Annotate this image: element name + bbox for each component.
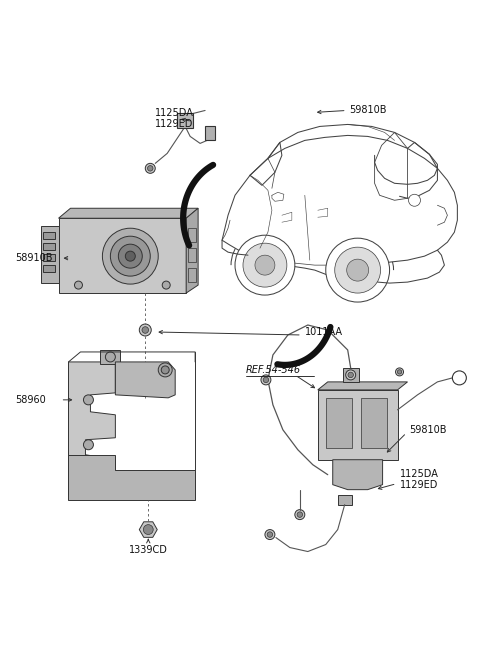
Text: 59810B: 59810B — [350, 106, 387, 116]
Polygon shape — [115, 362, 175, 398]
Circle shape — [158, 363, 172, 377]
Circle shape — [235, 235, 295, 295]
Circle shape — [74, 281, 83, 289]
Text: 58910B: 58910B — [16, 253, 53, 263]
Circle shape — [255, 255, 275, 275]
Circle shape — [346, 370, 356, 380]
Bar — [43, 254, 55, 261]
Text: 59810B: 59810B — [409, 425, 447, 435]
Text: 1125DA
1129ED: 1125DA 1129ED — [155, 108, 194, 129]
Circle shape — [335, 247, 381, 293]
Bar — [188, 248, 196, 262]
Polygon shape — [318, 382, 408, 390]
Bar — [205, 126, 215, 141]
Bar — [188, 228, 196, 242]
Circle shape — [119, 244, 142, 268]
Polygon shape — [139, 522, 157, 537]
Circle shape — [408, 194, 420, 206]
Polygon shape — [69, 362, 115, 495]
Circle shape — [396, 368, 404, 376]
Polygon shape — [318, 390, 397, 460]
Circle shape — [243, 243, 287, 287]
Polygon shape — [186, 208, 198, 293]
Text: 1339CD: 1339CD — [129, 545, 168, 555]
Circle shape — [144, 525, 153, 535]
Polygon shape — [59, 208, 198, 218]
Polygon shape — [59, 218, 186, 293]
Polygon shape — [69, 455, 195, 499]
Circle shape — [397, 370, 402, 374]
Bar — [43, 265, 55, 272]
Circle shape — [265, 530, 275, 539]
Text: 58960: 58960 — [16, 395, 47, 405]
Circle shape — [326, 238, 390, 302]
Circle shape — [267, 532, 273, 537]
Polygon shape — [222, 135, 457, 277]
Circle shape — [295, 510, 305, 520]
Circle shape — [161, 366, 169, 374]
Circle shape — [347, 259, 369, 281]
Circle shape — [139, 324, 151, 336]
Circle shape — [348, 372, 353, 378]
Circle shape — [125, 251, 135, 261]
Circle shape — [162, 281, 170, 289]
Bar — [43, 232, 55, 239]
Bar — [100, 350, 120, 364]
Text: 1125DA
1129ED: 1125DA 1129ED — [399, 469, 438, 491]
Polygon shape — [333, 460, 383, 489]
Circle shape — [261, 375, 271, 385]
Circle shape — [102, 228, 158, 284]
Text: REF.54-546: REF.54-546 — [246, 365, 301, 375]
Bar — [338, 495, 352, 505]
Circle shape — [145, 164, 155, 173]
Bar — [188, 268, 196, 282]
Polygon shape — [177, 114, 193, 128]
Circle shape — [142, 327, 149, 333]
Circle shape — [263, 377, 269, 382]
Polygon shape — [41, 226, 59, 283]
Circle shape — [147, 166, 153, 171]
Circle shape — [84, 395, 94, 405]
Text: 1011AA: 1011AA — [305, 327, 343, 337]
Circle shape — [297, 512, 302, 517]
Circle shape — [84, 440, 94, 450]
Bar — [343, 368, 359, 382]
Bar — [360, 398, 386, 448]
Bar — [43, 243, 55, 250]
Circle shape — [106, 352, 115, 362]
Circle shape — [110, 237, 150, 276]
Bar — [326, 398, 352, 448]
